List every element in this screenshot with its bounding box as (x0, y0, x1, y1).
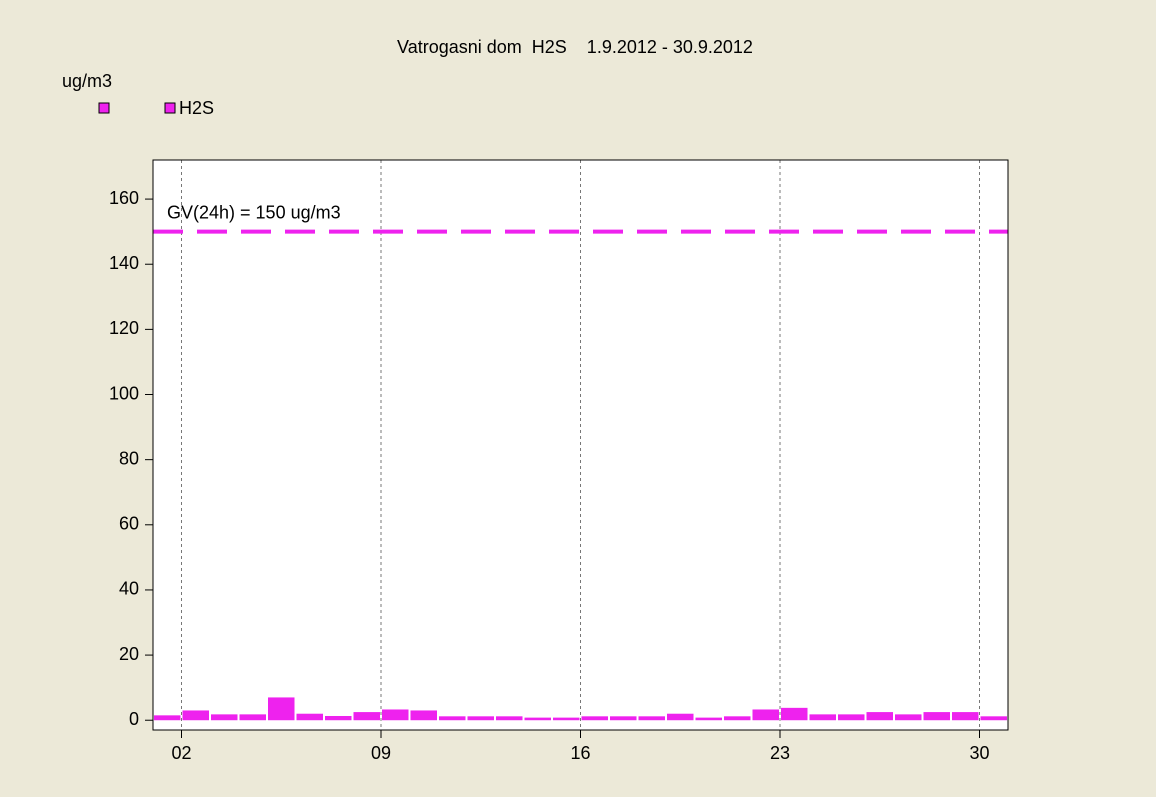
bar (353, 712, 380, 721)
bar (809, 714, 836, 721)
x-tick-label: 02 (171, 743, 191, 763)
bar (838, 714, 865, 721)
bar (182, 710, 209, 721)
bar (952, 712, 979, 721)
y-tick-label: 60 (119, 514, 139, 534)
bar (667, 713, 694, 721)
y-tick-label: 160 (109, 188, 139, 208)
bar (724, 716, 751, 721)
plot-frame (152, 159, 1009, 731)
legend-marker (164, 102, 176, 114)
y-tick-label: 80 (119, 448, 139, 468)
bar (553, 717, 580, 721)
x-tick-label: 23 (770, 743, 790, 763)
bar (325, 715, 352, 721)
y-axis-label: ug/m3 (62, 71, 112, 91)
x-tick-label: 30 (969, 743, 989, 763)
bar (638, 716, 665, 721)
bar (439, 716, 466, 721)
bar (923, 712, 950, 721)
x-tick-label: 09 (371, 743, 391, 763)
bar (866, 712, 893, 721)
bar (895, 714, 922, 721)
bar (211, 714, 238, 721)
bar (268, 697, 295, 721)
bar (239, 714, 266, 721)
bar (154, 715, 181, 721)
y-tick-label: 120 (109, 318, 139, 338)
bar (496, 716, 523, 721)
bar (524, 717, 551, 721)
y-tick-label: 140 (109, 253, 139, 273)
bar (382, 709, 409, 721)
x-tick-label: 16 (570, 743, 590, 763)
legend-label: H2S (179, 98, 214, 118)
chart-title: Vatrogasni dom H2S 1.9.2012 - 30.9.2012 (397, 37, 753, 57)
y-tick-label: 100 (109, 383, 139, 403)
limit-label: GV(24h) = 150 ug/m3 (167, 202, 341, 222)
bar (695, 717, 722, 721)
bar (467, 716, 494, 721)
bar (410, 710, 437, 721)
bar (581, 716, 608, 721)
bar (980, 716, 1007, 721)
bar (752, 709, 779, 721)
y-tick-label: 20 (119, 644, 139, 664)
legend-marker-blank (98, 102, 110, 114)
y-tick-label: 0 (129, 709, 139, 729)
y-tick-label: 40 (119, 579, 139, 599)
bar (610, 716, 637, 721)
bar (296, 713, 323, 721)
bar (781, 707, 808, 721)
